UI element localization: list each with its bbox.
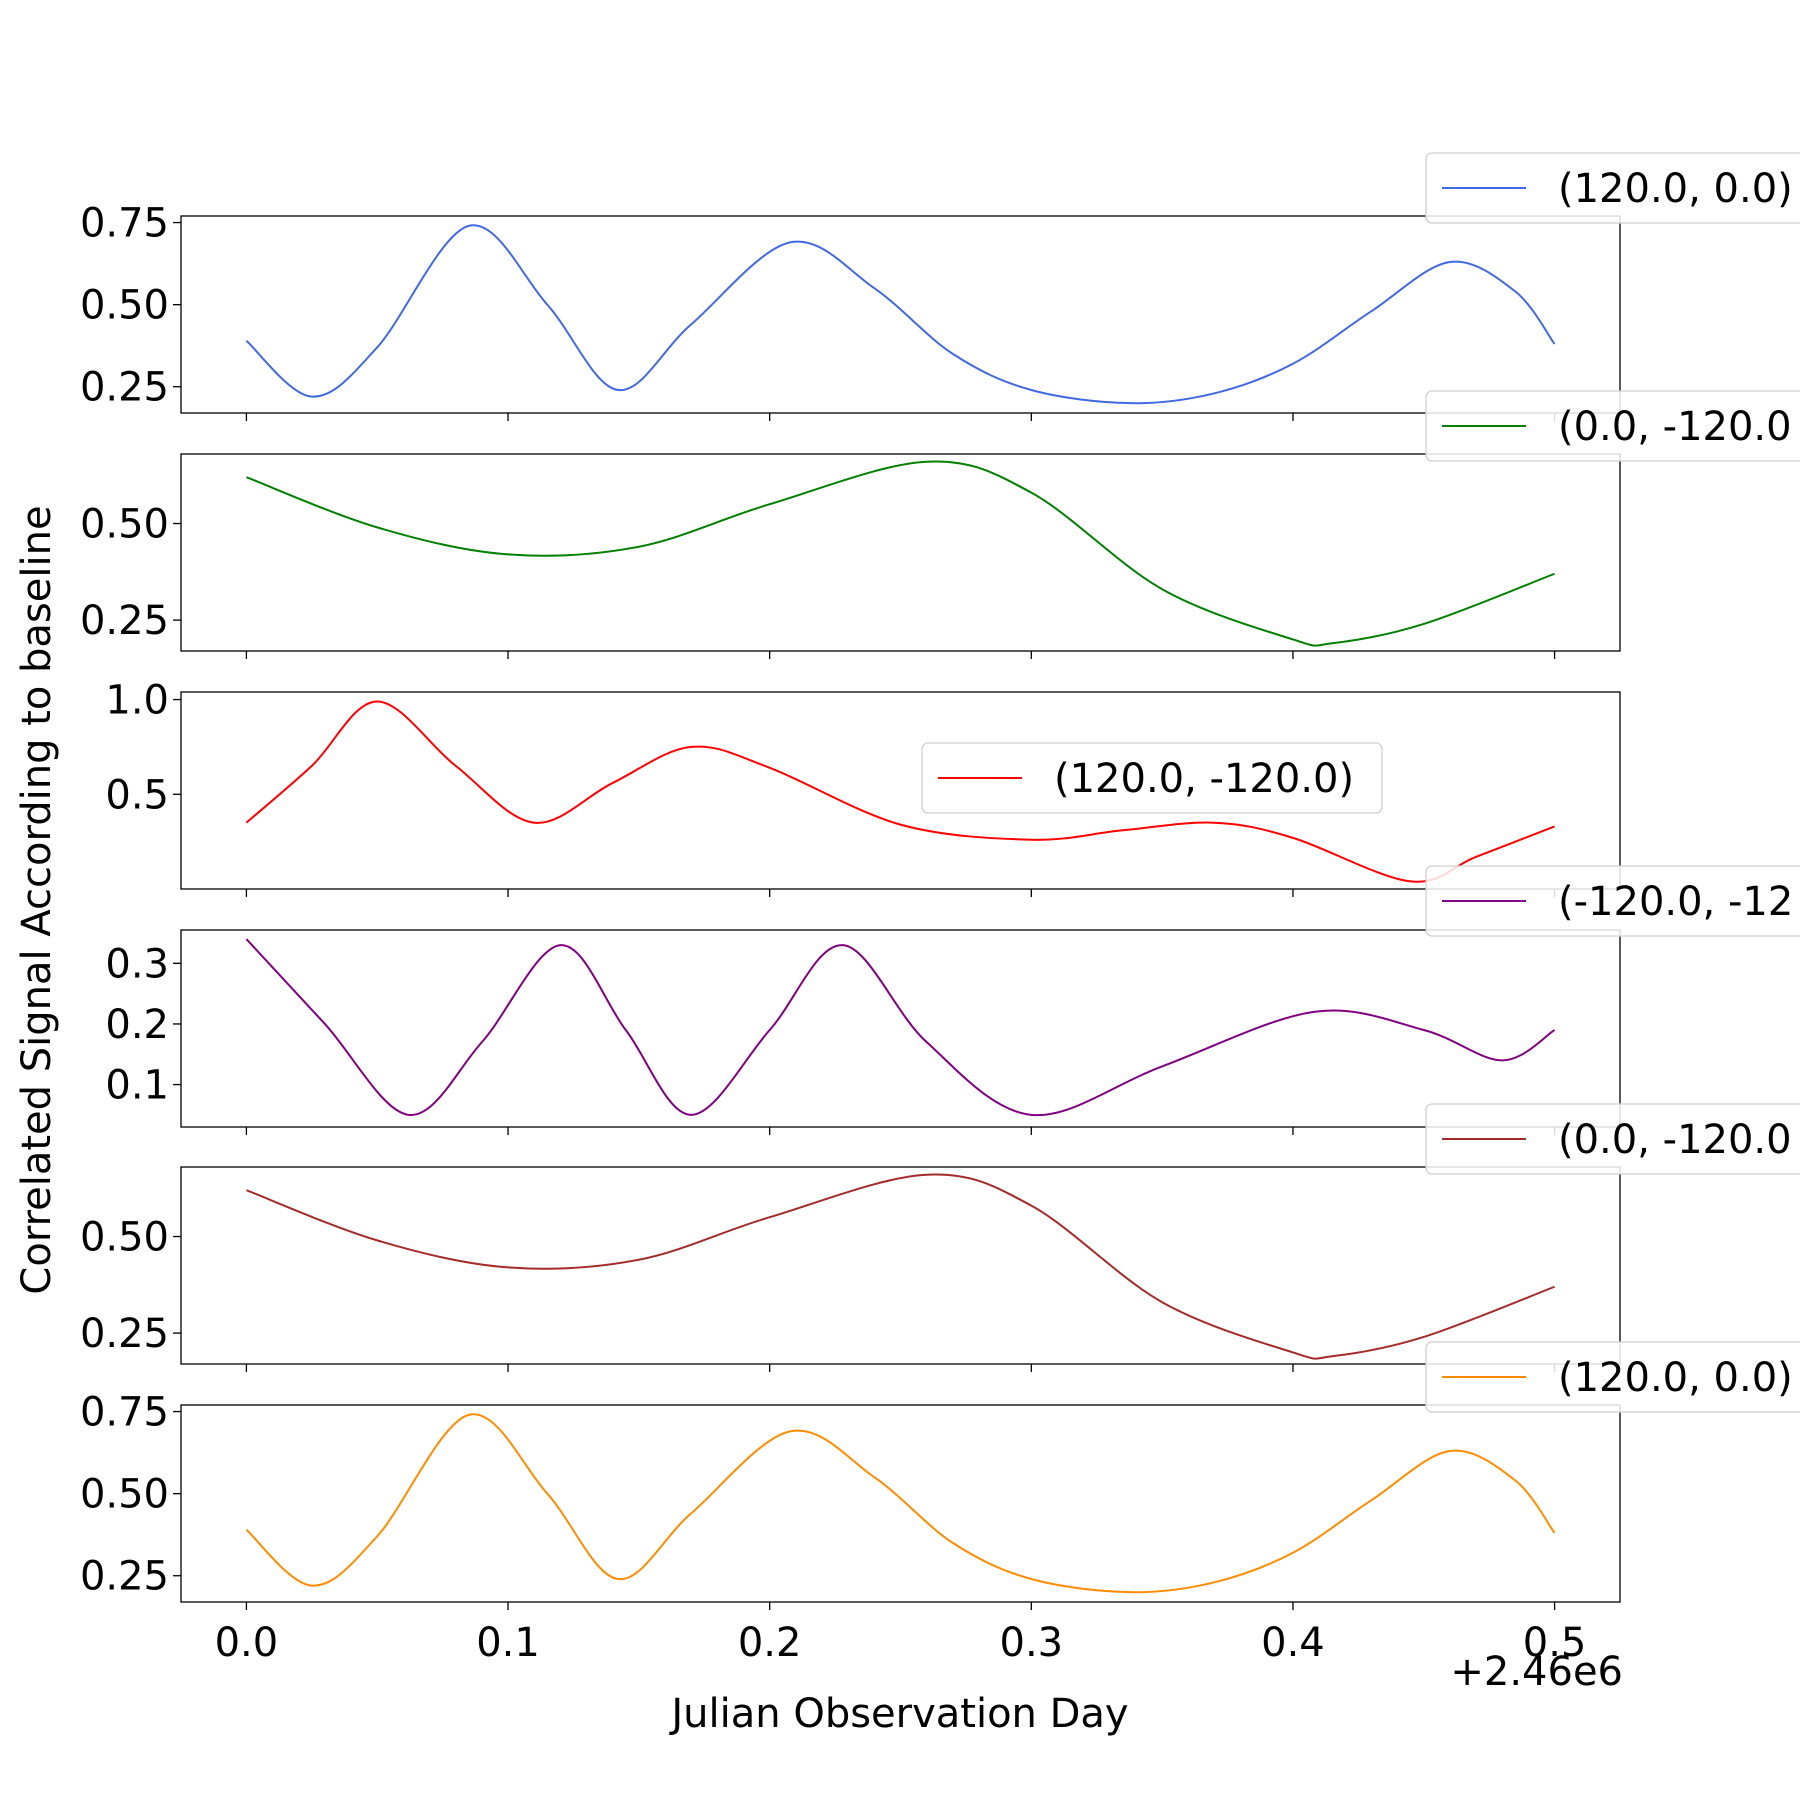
y-tick-label: 0.1 — [105, 1063, 169, 1109]
x-tick-label: 0.1 — [476, 1620, 540, 1666]
y-tick-label: 0.25 — [80, 1311, 169, 1357]
y-axis-label: Correlated Signal According to baseline — [14, 505, 60, 1294]
legend-label: (120.0, 0.0) — [1558, 166, 1793, 212]
series-line — [245, 1413, 1556, 1594]
y-tick-label: 0.25 — [80, 365, 169, 411]
subplot-3: 0.5 1.0 — [105, 678, 1621, 897]
axes-frame — [180, 691, 1621, 890]
legend-label: (-120.0, -12 — [1558, 879, 1793, 925]
x-tick-label: 0.5 — [1523, 1620, 1587, 1666]
legend-box — [921, 742, 1383, 814]
y-tick-label: 0.3 — [105, 941, 169, 987]
subplot-2: 0.25 0.50 — [80, 453, 1621, 659]
series-line — [245, 224, 1556, 405]
subplots: 0.250.500.750.250.500.51.00.10.20.30.250… — [80, 201, 1621, 1610]
axes-frame — [180, 929, 1621, 1128]
legend-label: (120.0, 0.0) — [1558, 1355, 1793, 1401]
y-tick-label: 0.50 — [80, 1472, 169, 1518]
axes-frame — [180, 453, 1621, 652]
y-tick-label: 0.2 — [105, 1002, 169, 1048]
x-tick-label: 0.3 — [1000, 1620, 1064, 1666]
subplot-4: 0.1 0.2 0.3 — [105, 929, 1621, 1135]
series-line — [245, 938, 1556, 1117]
x-axis: 0.0 0.1 0.2 0.3 0.4 0.5 — [215, 1620, 1587, 1666]
x-axis-offset-label: +2.46e6 — [1450, 1649, 1623, 1695]
axes-frame — [180, 1404, 1621, 1603]
x-tick-label: 0.2 — [738, 1620, 802, 1666]
y-tick-label: 0.5 — [105, 772, 169, 818]
y-tick-label: 0.50 — [80, 502, 169, 548]
y-tick-label: 0.25 — [80, 1554, 169, 1600]
y-tick-label: 0.25 — [80, 598, 169, 644]
series-line — [246, 460, 1555, 647]
legend-label: (120.0, -120.0) — [1054, 756, 1354, 802]
x-axis-label: Julian Observation Day — [668, 1691, 1128, 1737]
subplot-5: 0.25 0.50 — [80, 1166, 1621, 1372]
legend-5: (0.0, -120.0 — [1425, 1103, 1800, 1175]
axes-frame — [180, 1166, 1621, 1365]
legend-box — [1425, 865, 1800, 937]
axes-frame — [180, 215, 1621, 414]
legend-2: (0.0, -120.0 — [1425, 390, 1800, 462]
legend-box — [1425, 152, 1800, 224]
legend-box — [1425, 1103, 1800, 1175]
legend-6: (120.0, 0.0) — [1425, 1341, 1800, 1413]
series-line — [245, 700, 1555, 883]
y-tick-label: 0.75 — [80, 1390, 169, 1436]
y-tick-label: 0.50 — [80, 283, 169, 329]
x-tick-label: 0.0 — [215, 1620, 279, 1666]
legend-label: (0.0, -120.0 — [1558, 1117, 1792, 1163]
legend-label: (0.0, -120.0 — [1558, 404, 1792, 450]
subplot-1: 0.25 0.50 0.75 — [80, 201, 1621, 421]
subplot-6: 0.25 0.50 0.75 — [80, 1390, 1621, 1610]
legend-3: (120.0, -120.0) — [921, 742, 1383, 814]
series-line — [246, 1173, 1555, 1360]
legends: (120.0, 0.0) (0.0, -120.0 (120.0, -120.0) (… — [921, 152, 1800, 1413]
x-tick-label: 0.4 — [1261, 1620, 1325, 1666]
legend-box — [1425, 390, 1800, 462]
legend-box — [1425, 1341, 1800, 1413]
legend-4: (-120.0, -12 — [1425, 865, 1800, 937]
y-tick-label: 0.50 — [80, 1215, 169, 1261]
y-tick-label: 0.75 — [80, 201, 169, 247]
legend-1: (120.0, 0.0) — [1425, 152, 1800, 224]
y-tick-label: 1.0 — [105, 678, 169, 724]
